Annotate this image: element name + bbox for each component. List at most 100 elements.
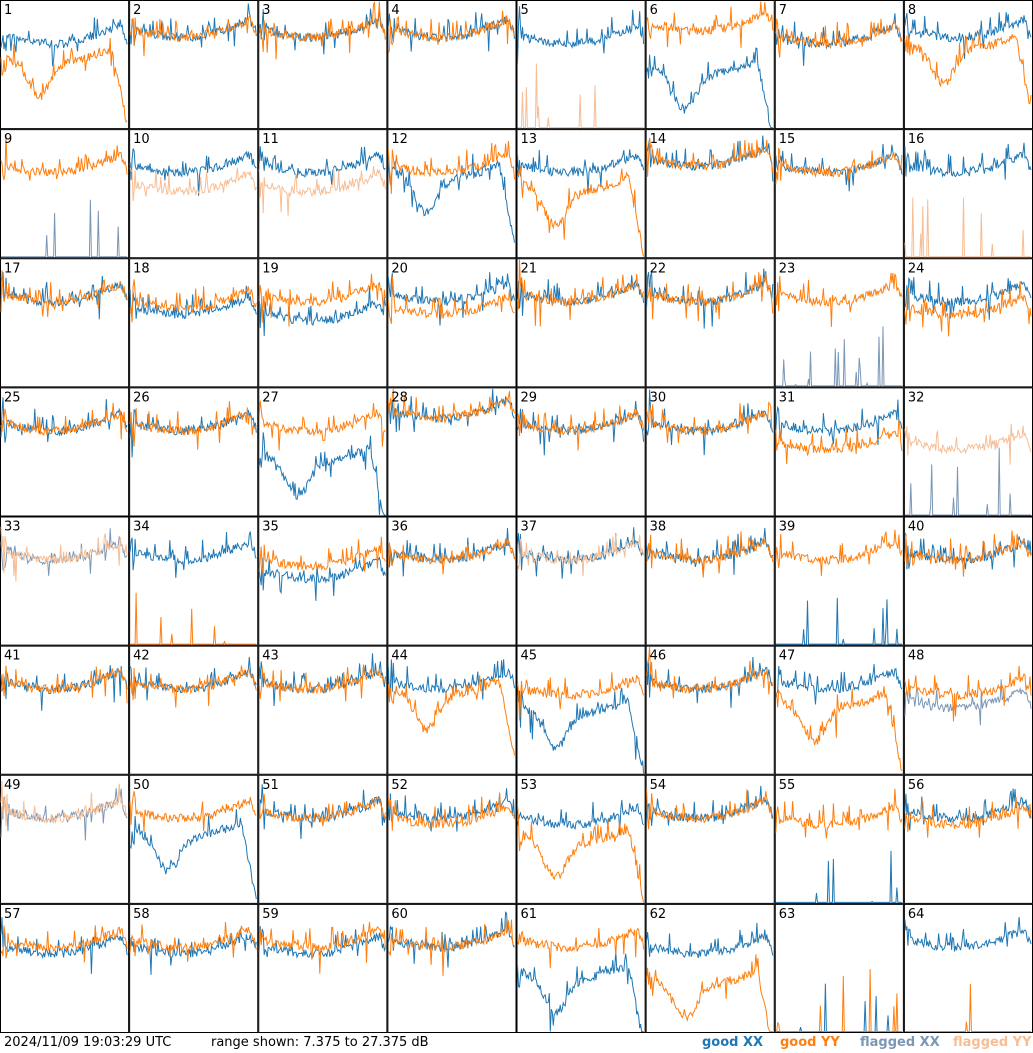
- series-xx: [775, 664, 903, 705]
- panel-label: 15: [779, 132, 796, 147]
- panel-label: 4: [391, 3, 399, 18]
- panel-frame: [516, 645, 646, 775]
- panel-frame: [129, 774, 259, 904]
- series-yy: [904, 281, 1032, 337]
- series-yy: [129, 665, 257, 708]
- panel-label: 33: [4, 520, 21, 535]
- panel-label: 60: [391, 907, 408, 922]
- panel-52: 52: [387, 774, 517, 904]
- panel-label: 12: [391, 132, 408, 147]
- panel-21: 21: [516, 258, 646, 388]
- panel-frame: [258, 774, 388, 904]
- panel-frame: [387, 258, 517, 388]
- series-yy: [904, 29, 1032, 105]
- panel-frame: [0, 774, 130, 904]
- panel-label: 56: [908, 778, 925, 793]
- panel-33: 33: [0, 516, 130, 646]
- panel-label: 11: [262, 132, 279, 147]
- series-yy: [258, 166, 386, 217]
- series-yy: [775, 686, 903, 772]
- panel-frame: [387, 774, 517, 904]
- panel-frame: [516, 774, 646, 904]
- panel-label: 6: [650, 3, 658, 18]
- panel-54: 54: [645, 774, 775, 904]
- panel-13: 13: [516, 129, 646, 259]
- panel-label: 5: [521, 3, 529, 18]
- panel-label: 32: [908, 390, 925, 405]
- panel-label: 64: [908, 907, 925, 922]
- panel-frame: [129, 258, 259, 388]
- panel-57: 57: [0, 903, 130, 1033]
- series-yy: [517, 804, 645, 903]
- panel-label: 47: [779, 649, 796, 664]
- panel-frame: [645, 258, 775, 388]
- panel-label: 61: [521, 907, 538, 922]
- panel-frame: [903, 387, 1033, 517]
- panel-frame: [645, 387, 775, 517]
- series-xx: [517, 149, 645, 193]
- panel-frame: [903, 0, 1033, 130]
- series-xx: [0, 397, 128, 443]
- panel-label: 38: [650, 520, 667, 535]
- panel-frame: [516, 903, 646, 1033]
- panel-label: 21: [521, 261, 538, 276]
- series-yy: [646, 531, 774, 578]
- panel-frame: [774, 129, 904, 259]
- panel-frame: [516, 387, 646, 517]
- panel-12: 12: [387, 129, 517, 259]
- series-xx: [387, 153, 515, 243]
- panel-29: 29: [516, 387, 646, 517]
- series-yy: [904, 983, 1031, 1032]
- panel-60: 60: [387, 903, 517, 1033]
- panel-frame: [774, 903, 904, 1033]
- panel-frame: [516, 0, 646, 130]
- panel-34: 34: [129, 516, 259, 646]
- panel-label: 17: [4, 261, 21, 276]
- timestamp: 2024/11/09 19:03:29 UTC: [4, 1035, 172, 1050]
- series-yy: [646, 954, 773, 1032]
- panel-frame: [129, 387, 259, 517]
- series-yy: [387, 792, 515, 831]
- panel-label: 59: [262, 907, 279, 922]
- panel-50: 50: [129, 774, 259, 904]
- panel-label: 19: [262, 261, 279, 276]
- panel-frame: [903, 903, 1033, 1033]
- panel-55: 55: [774, 774, 904, 904]
- series-xx: [775, 399, 903, 446]
- legend-good-yy: good YY: [780, 1035, 840, 1050]
- series-yy: [0, 134, 128, 181]
- series-xx: [904, 447, 1031, 516]
- series-yy: [904, 530, 1032, 577]
- panel-frame: [516, 516, 646, 646]
- series-xx: [129, 531, 257, 578]
- series-xx: [517, 950, 644, 1032]
- panel-11: 11: [258, 129, 388, 259]
- range-text: range shown: 7.375 to 27.375 dB: [211, 1035, 429, 1050]
- series-yy: [904, 665, 1032, 722]
- panel-label: 18: [133, 261, 150, 276]
- series-yy: [258, 536, 386, 575]
- panel-frame: [774, 258, 904, 388]
- panel-frame: [129, 903, 259, 1033]
- panel-35: 35: [258, 516, 388, 646]
- series-yy: [387, 140, 515, 194]
- panel-label: 23: [779, 261, 796, 276]
- panel-label: 20: [391, 261, 408, 276]
- panel-frame: [258, 258, 388, 388]
- panel-39: 39: [774, 516, 904, 646]
- series-yy: [129, 791, 257, 832]
- series-xx: [387, 659, 515, 700]
- panel-8: 8: [903, 0, 1033, 130]
- panel-frame: [774, 645, 904, 775]
- series-yy: [387, 276, 515, 325]
- panel-46: 46: [645, 645, 775, 775]
- panel-64: 64: [903, 903, 1033, 1033]
- panel-53: 53: [516, 774, 646, 904]
- panel-6: 6: [645, 0, 775, 130]
- panel-frame: [0, 129, 130, 259]
- panel-frame: [258, 129, 388, 259]
- series-yy: [646, 401, 774, 444]
- series-yy: [387, 10, 515, 54]
- series-xx: [258, 432, 386, 516]
- panel-label: 25: [4, 390, 21, 405]
